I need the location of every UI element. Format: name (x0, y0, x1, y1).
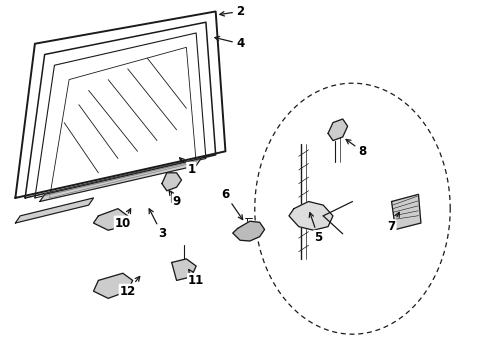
Text: 2: 2 (220, 5, 244, 18)
Text: 9: 9 (169, 191, 181, 208)
Polygon shape (94, 273, 133, 298)
Polygon shape (328, 119, 347, 140)
Polygon shape (94, 209, 128, 230)
Polygon shape (40, 158, 201, 202)
Polygon shape (162, 173, 181, 191)
Text: 12: 12 (120, 276, 140, 298)
Polygon shape (392, 194, 421, 229)
Polygon shape (289, 202, 333, 230)
Text: 4: 4 (215, 36, 244, 50)
Polygon shape (172, 259, 196, 280)
Text: 11: 11 (188, 270, 204, 287)
Text: 1: 1 (179, 158, 196, 176)
Text: 3: 3 (149, 209, 166, 240)
Text: 6: 6 (221, 188, 243, 220)
Text: 7: 7 (388, 212, 399, 233)
Polygon shape (15, 198, 94, 223)
Text: 10: 10 (115, 209, 131, 230)
Polygon shape (233, 221, 265, 241)
Text: 8: 8 (346, 139, 367, 158)
Text: 5: 5 (309, 213, 322, 244)
